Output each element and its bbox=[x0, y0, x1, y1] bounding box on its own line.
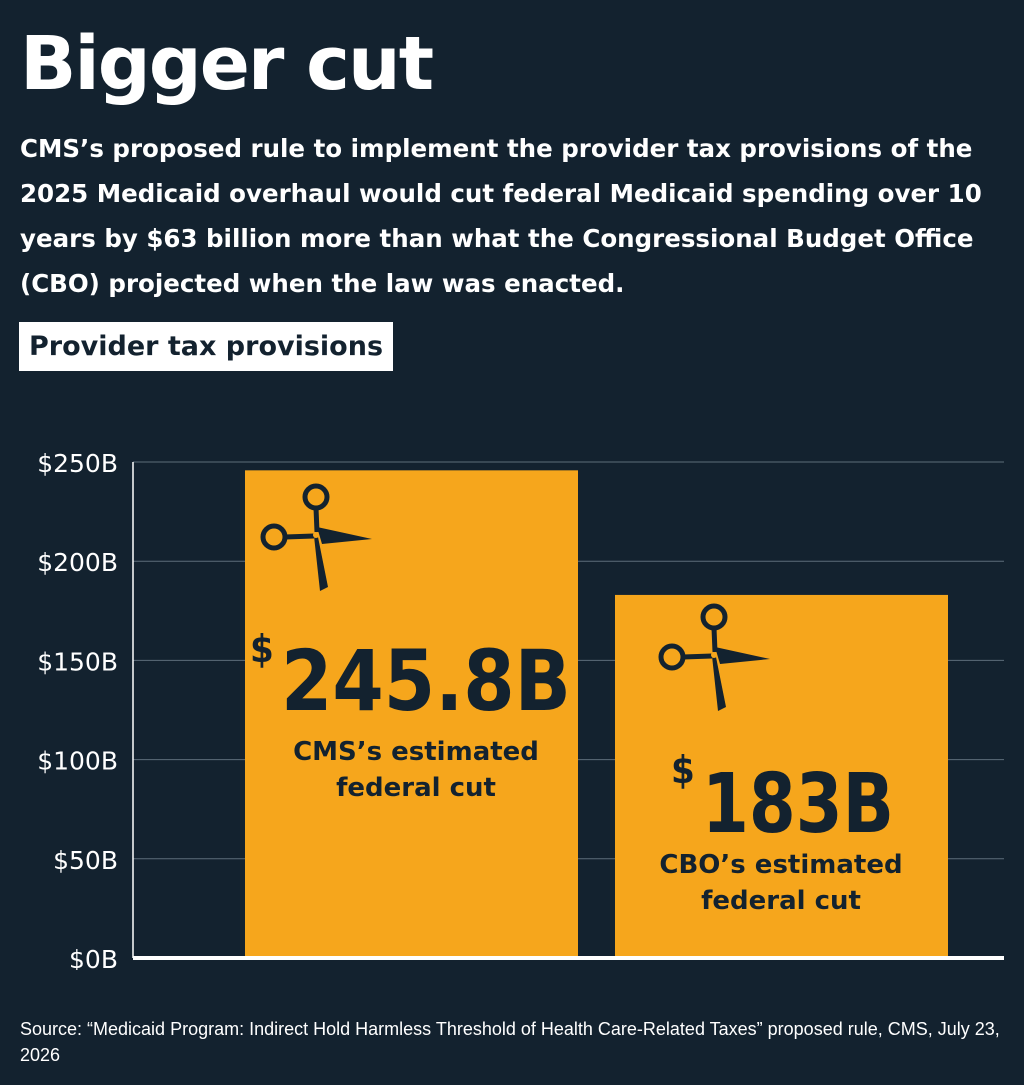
scissors-arm bbox=[682, 653, 713, 660]
y-tick-label: $250B bbox=[37, 449, 118, 478]
bar-group: $245.8B CMS’s estimated federal cut bbox=[245, 470, 578, 958]
bar-dollar-sign: $ bbox=[671, 748, 695, 792]
scissors-arm bbox=[711, 627, 718, 653]
y-tick-label: $50B bbox=[53, 846, 118, 875]
section-label: Provider tax provisions bbox=[19, 322, 394, 371]
scissors-pivot bbox=[313, 532, 319, 538]
bar-dollar-sign: $ bbox=[250, 627, 274, 671]
scissors-arm bbox=[284, 533, 315, 540]
scissors-arm bbox=[313, 507, 320, 533]
y-tick-label: $200B bbox=[37, 548, 118, 577]
bar-category-label: federal cut bbox=[336, 773, 496, 803]
scissors-icon bbox=[260, 483, 372, 591]
source-note: Source: “Medicaid Program: Indirect Hold… bbox=[20, 1019, 1000, 1065]
bar-value-label: 245.8B bbox=[281, 632, 571, 730]
scissors-icon bbox=[658, 603, 770, 711]
axes: $0B $50B $100B $150B $200B $250B bbox=[37, 449, 1004, 970]
y-tick-label: $150B bbox=[37, 647, 118, 676]
scissors-pivot bbox=[711, 652, 717, 658]
chart-subtitle: CMS’s proposed rule to implement the pro… bbox=[20, 134, 982, 298]
scissors-lower-blade bbox=[712, 652, 726, 711]
bar bbox=[615, 594, 948, 958]
chart-title: Bigger cut bbox=[20, 21, 434, 107]
bar-category-label: federal cut bbox=[701, 886, 861, 916]
scissors-lower-blade bbox=[314, 532, 328, 591]
y-tick-label: $100B bbox=[37, 747, 118, 776]
bar-category-label: CMS’s estimated bbox=[293, 737, 539, 767]
scissors-upper-blade bbox=[715, 647, 770, 664]
bar-category-label: CBO’s estimated bbox=[659, 850, 902, 880]
y-tick-label: $0B bbox=[69, 945, 118, 970]
bar bbox=[245, 470, 578, 958]
scissors-upper-blade bbox=[317, 527, 372, 544]
bar-value-label: 183B bbox=[702, 757, 894, 852]
